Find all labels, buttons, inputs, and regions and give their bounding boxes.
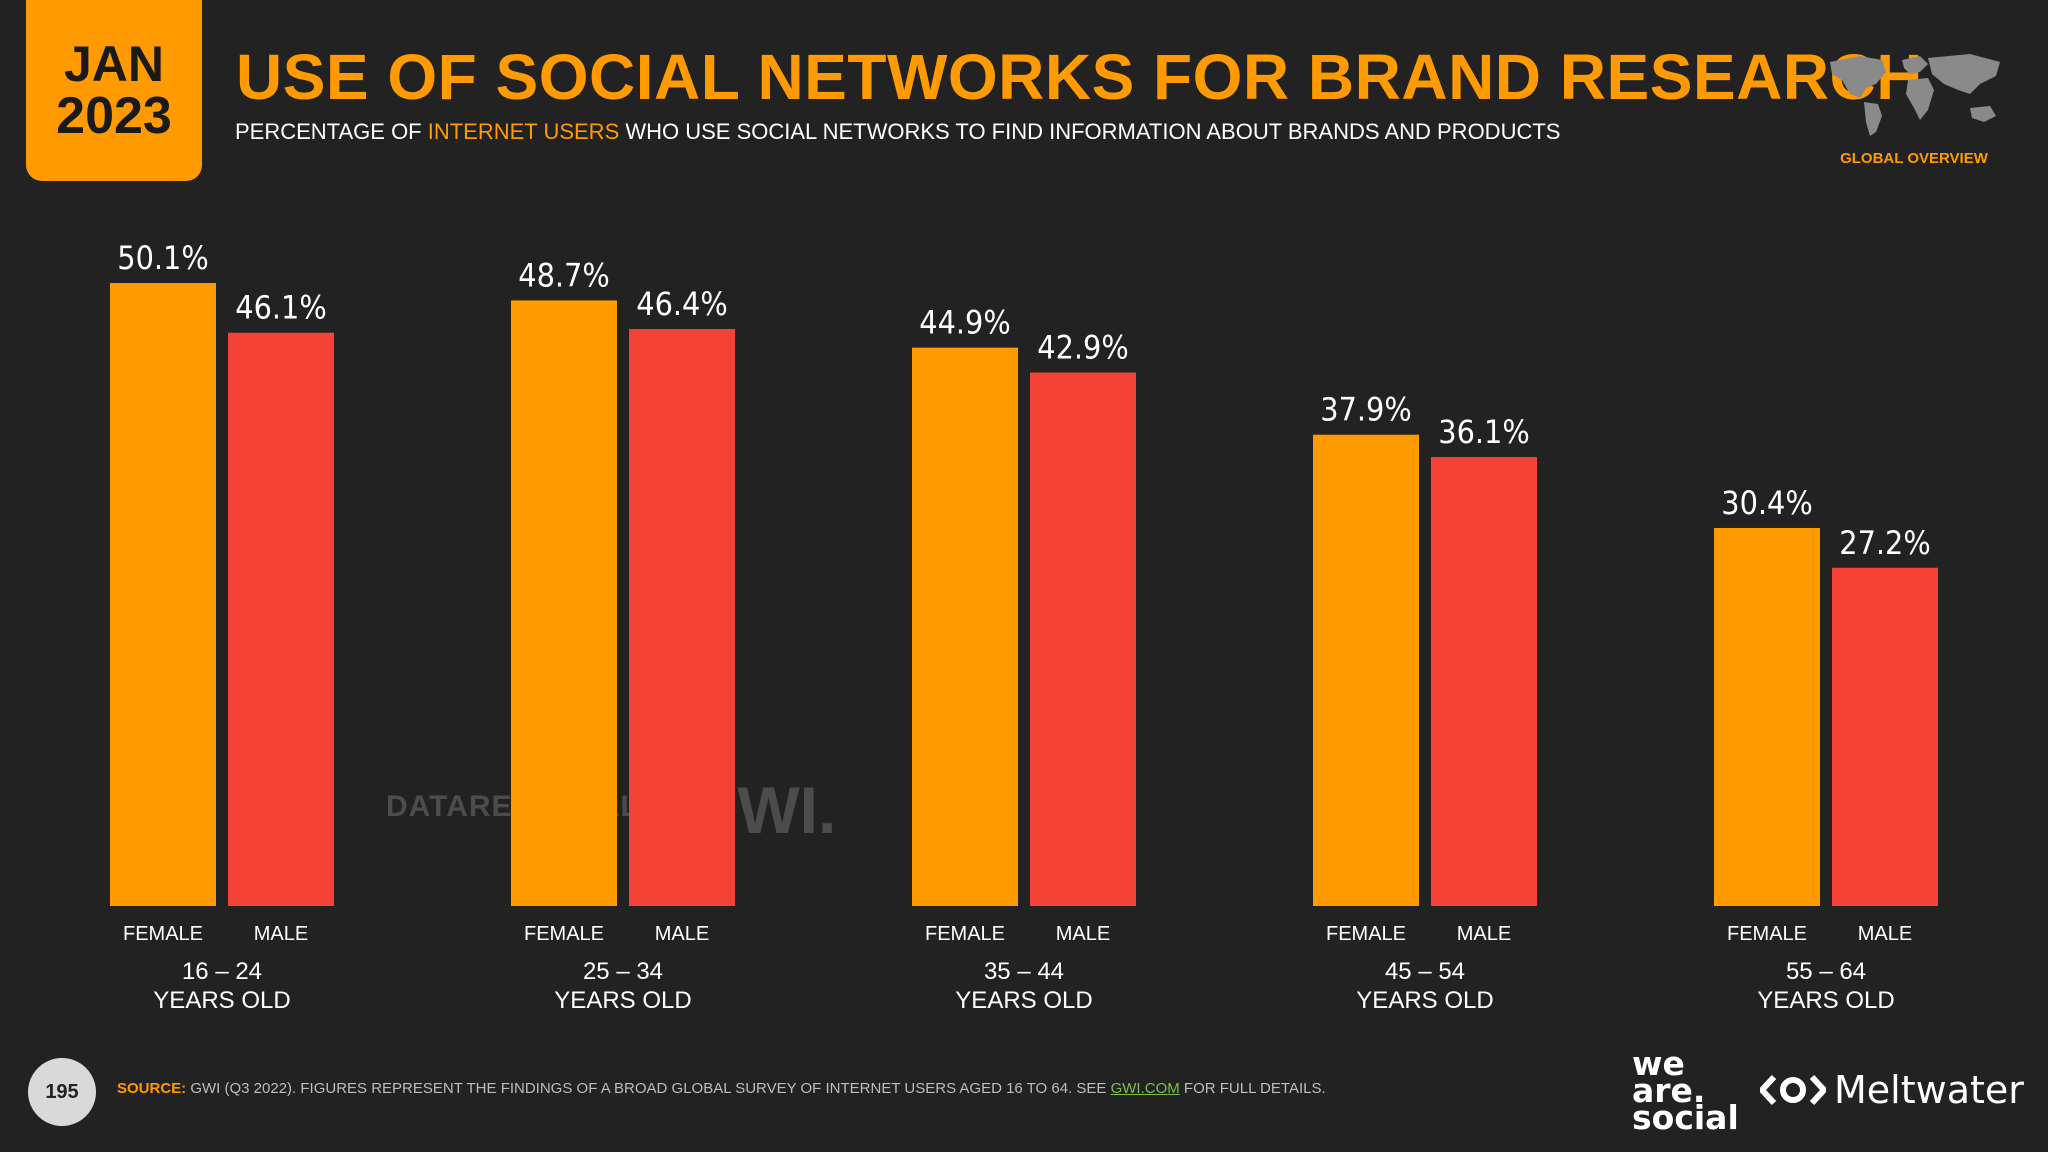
- bar-male-2: [1030, 372, 1136, 906]
- bar-male-1: [629, 329, 735, 906]
- bar-female-1: [511, 300, 617, 906]
- series-label-female-4: FEMALE: [1727, 923, 1807, 945]
- category-label-0: 16 – 24: [182, 958, 262, 985]
- source-text: GWI (Q3 2022). FIGURES REPRESENT THE FIN…: [186, 1080, 1111, 1097]
- logo-line-social: social: [1632, 1098, 1739, 1137]
- value-label-male-1: 46.4%: [636, 285, 727, 323]
- category-sublabel-4: YEARS OLD: [1757, 987, 1894, 1014]
- logo-line-are: are.: [1632, 1071, 1706, 1110]
- series-label-female-2: FEMALE: [925, 923, 1005, 945]
- subtitle-highlight: INTERNET USERS: [427, 119, 620, 144]
- source-link[interactable]: GWI.COM: [1110, 1080, 1180, 1097]
- meltwater-logo: Meltwater: [1760, 1068, 2024, 1112]
- bar-male-3: [1431, 457, 1537, 906]
- meltwater-icon: [1760, 1074, 1826, 1106]
- date-year: 2023: [56, 86, 172, 145]
- page-number: 195: [28, 1058, 96, 1126]
- bar-male-4: [1832, 567, 1938, 906]
- value-label-male-2: 42.9%: [1037, 329, 1128, 367]
- category-label-4: 55 – 64: [1786, 958, 1866, 985]
- value-label-male-4: 27.2%: [1839, 524, 1930, 562]
- source-label: SOURCE:: [117, 1080, 187, 1097]
- subtitle-prefix: PERCENTAGE OF: [235, 119, 428, 144]
- subtitle-suffix: WHO USE SOCIAL NETWORKS TO FIND INFORMAT…: [619, 119, 1561, 144]
- series-label-male-0: MALE: [254, 923, 308, 945]
- source-note: SOURCE: GWI (Q3 2022). FIGURES REPRESENT…: [117, 1080, 1326, 1097]
- bar-female-2: [912, 347, 1018, 906]
- bar-female-4: [1714, 527, 1820, 906]
- meltwater-wordmark: Meltwater: [1834, 1068, 2024, 1112]
- series-label-male-2: MALE: [1056, 923, 1110, 945]
- series-label-male-4: MALE: [1858, 923, 1912, 945]
- source-tail: FOR FULL DETAILS.: [1179, 1080, 1326, 1097]
- value-label-male-0: 46.1%: [235, 289, 326, 327]
- region-label: GLOBAL OVERVIEW: [1840, 150, 1988, 167]
- page-subtitle: PERCENTAGE OF INTERNET USERS WHO USE SOC…: [235, 119, 1560, 145]
- date-badge: JAN 2023: [26, 0, 202, 181]
- value-label-female-4: 30.4%: [1721, 484, 1812, 522]
- series-label-female-1: FEMALE: [524, 923, 604, 945]
- category-sublabel-2: YEARS OLD: [955, 987, 1092, 1014]
- page-title: USE OF SOCIAL NETWORKS FOR BRAND RESEARC…: [236, 41, 1923, 113]
- bar-female-3: [1313, 434, 1419, 906]
- category-label-2: 35 – 44: [984, 958, 1064, 985]
- category-sublabel-3: YEARS OLD: [1356, 987, 1493, 1014]
- value-label-female-0: 50.1%: [117, 239, 208, 277]
- category-label-3: 45 – 54: [1385, 958, 1465, 985]
- category-sublabel-1: YEARS OLD: [554, 987, 691, 1014]
- value-label-female-2: 44.9%: [919, 304, 1010, 342]
- series-label-male-3: MALE: [1457, 923, 1511, 945]
- we-are-social-logo: we are. social: [1632, 1044, 1739, 1137]
- bar-female-0: [110, 283, 216, 906]
- logo-line-we: we: [1632, 1044, 1685, 1083]
- category-sublabel-0: YEARS OLD: [153, 987, 290, 1014]
- category-label-1: 25 – 34: [583, 958, 663, 985]
- bar-male-0: [228, 332, 334, 907]
- value-label-female-3: 37.9%: [1320, 391, 1411, 429]
- world-map-icon: [1830, 54, 2000, 136]
- series-label-female-3: FEMALE: [1326, 923, 1406, 945]
- series-label-female-0: FEMALE: [123, 923, 203, 945]
- value-label-female-1: 48.7%: [518, 256, 609, 294]
- series-label-male-1: MALE: [655, 923, 709, 945]
- date-month: JAN: [63, 35, 165, 92]
- value-label-male-3: 36.1%: [1438, 413, 1529, 451]
